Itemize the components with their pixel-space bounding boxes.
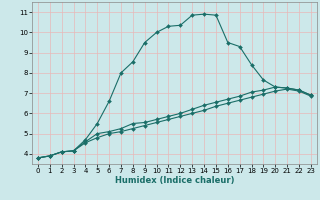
X-axis label: Humidex (Indice chaleur): Humidex (Indice chaleur) bbox=[115, 176, 234, 185]
